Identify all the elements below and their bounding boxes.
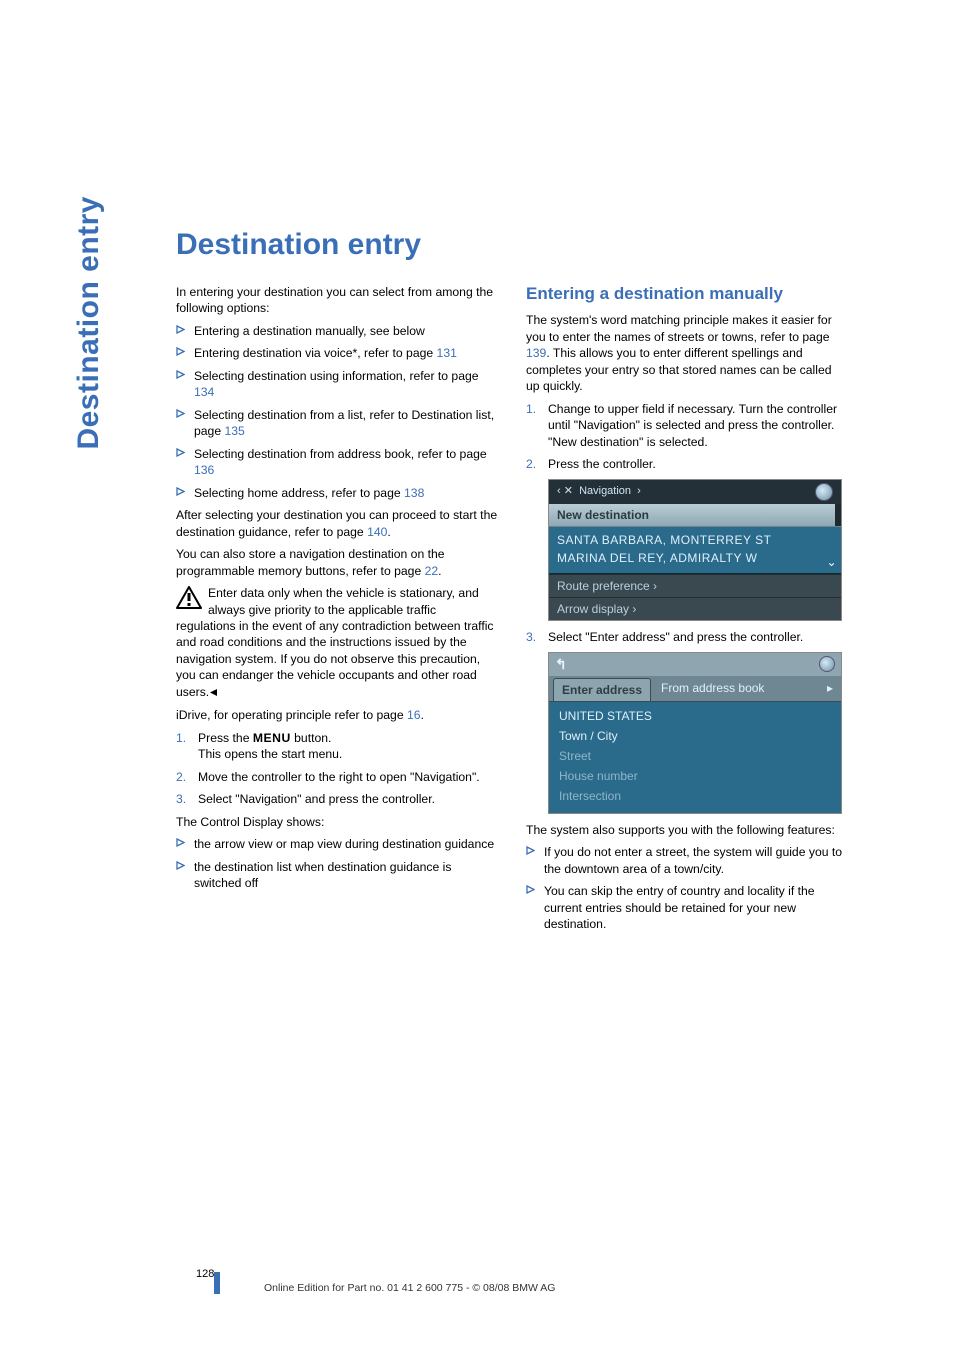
control-display-list: the arrow view or map view during destin… bbox=[176, 836, 498, 891]
list-item: the destination list when destination gu… bbox=[176, 859, 498, 892]
intro-paragraph: In entering your destination you can sel… bbox=[176, 284, 498, 317]
triangle-icon bbox=[176, 838, 185, 847]
end-marker-icon bbox=[209, 685, 218, 701]
page-link[interactable]: 136 bbox=[194, 463, 214, 477]
features-list: If you do not enter a street, the system… bbox=[526, 844, 848, 932]
page-link[interactable]: 135 bbox=[225, 424, 245, 438]
after-paragraph: You can also store a navigation destinat… bbox=[176, 546, 498, 579]
steps-list: 3. Select "Enter address" and press the … bbox=[526, 629, 848, 645]
screenshot-top: ↰ bbox=[549, 653, 841, 676]
side-tab: Destination entry bbox=[72, 196, 106, 466]
navigation-screenshot: ‹ ✕ Navigation › New destination SANTA B… bbox=[548, 479, 842, 622]
page-link[interactable]: 134 bbox=[194, 385, 214, 399]
list-item: Selecting destination from address book,… bbox=[176, 446, 498, 479]
item-text: Entering a destination manually, see bel… bbox=[194, 324, 425, 338]
item-text: Selecting home address, refer to page bbox=[194, 486, 404, 500]
warning-block: Enter data only when the vehicle is stat… bbox=[176, 585, 498, 701]
features-intro: The system also supports you with the fo… bbox=[526, 822, 848, 838]
footer-accent-bar bbox=[214, 1272, 220, 1294]
right-column: Entering a destination manually The syst… bbox=[526, 284, 848, 938]
list-item: If you do not enter a street, the system… bbox=[526, 844, 848, 877]
steps-list: 1. Change to upper field if necessary. T… bbox=[526, 401, 848, 473]
list-item: Selecting destination from a list, refer… bbox=[176, 407, 498, 440]
address-body: UNITED STATES Town / City Street House n… bbox=[549, 702, 841, 813]
triangle-icon bbox=[176, 487, 185, 496]
screenshot-header: ‹ ✕ Navigation › bbox=[549, 480, 841, 504]
cursor-icon: ⌄ bbox=[826, 553, 837, 571]
step-item: 2. Press the controller. bbox=[526, 456, 848, 472]
address-row: House number bbox=[549, 766, 841, 786]
step-item: 3. Select "Enter address" and press the … bbox=[526, 629, 848, 645]
triangle-icon bbox=[526, 846, 535, 855]
compass-icon bbox=[815, 483, 833, 501]
step-item: 3. Select "Navigation" and press the con… bbox=[176, 791, 498, 807]
tab-enter-address: Enter address bbox=[553, 678, 651, 701]
new-destination-row: New destination bbox=[549, 504, 841, 527]
triangle-icon bbox=[176, 325, 185, 334]
back-icon: ↰ bbox=[555, 655, 567, 674]
menu-row: Route preference › bbox=[549, 574, 841, 597]
step-item: 2. Move the controller to the right to o… bbox=[176, 769, 498, 785]
list-item: Selecting home address, refer to page 13… bbox=[176, 485, 498, 501]
steps-list: 1. Press the MENU button. This opens the… bbox=[176, 730, 498, 808]
list-item: Entering destination via voice*, refer t… bbox=[176, 345, 498, 361]
list-item: Entering a destination manually, see bel… bbox=[176, 323, 498, 339]
item-text: Entering destination via voice*, refer t… bbox=[194, 346, 437, 360]
step-number: 2. bbox=[176, 769, 186, 785]
menu-row: Arrow display › bbox=[549, 597, 841, 620]
triangle-icon bbox=[176, 347, 185, 356]
footer-text: Online Edition for Part no. 01 41 2 600 … bbox=[264, 1282, 555, 1294]
page-link[interactable]: 22 bbox=[425, 564, 439, 578]
step-number: 3. bbox=[526, 629, 536, 645]
triangle-icon bbox=[526, 885, 535, 894]
menu-label: MENU bbox=[253, 731, 291, 745]
page-link[interactable]: 16 bbox=[407, 708, 421, 722]
list-item: Selecting destination using information,… bbox=[176, 368, 498, 401]
step-item: 1. Press the MENU button. This opens the… bbox=[176, 730, 498, 763]
tabs-row: Enter address From address book ▸ bbox=[549, 676, 841, 702]
step-item: 1. Change to upper field if necessary. T… bbox=[526, 401, 848, 450]
section-heading: Entering a destination manually bbox=[526, 284, 848, 304]
control-display-label: The Control Display shows: bbox=[176, 814, 498, 830]
page-number: 128 bbox=[196, 1268, 214, 1280]
idrive-paragraph: iDrive, for operating principle refer to… bbox=[176, 707, 498, 723]
options-list: Entering a destination manually, see bel… bbox=[176, 323, 498, 501]
tab-from-address-book: From address book ▸ bbox=[653, 676, 841, 701]
destination-history: SANTA BARBARA, MONTERREY ST MARINA DEL R… bbox=[549, 527, 841, 574]
enter-address-screenshot: ↰ Enter address From address book ▸ UNIT… bbox=[548, 652, 842, 814]
address-row: Intersection bbox=[549, 786, 841, 806]
address-row: Town / City bbox=[549, 726, 841, 746]
step-number: 1. bbox=[526, 401, 536, 417]
address-row: Street bbox=[549, 746, 841, 766]
triangle-icon bbox=[176, 861, 185, 870]
page-link[interactable]: 131 bbox=[437, 346, 457, 360]
list-item: You can skip the entry of country and lo… bbox=[526, 883, 848, 932]
triangle-icon bbox=[176, 370, 185, 379]
left-column: In entering your destination you can sel… bbox=[176, 284, 498, 938]
page-link[interactable]: 139 bbox=[526, 346, 546, 360]
chevron-right-icon: ▸ bbox=[827, 680, 833, 696]
after-paragraph: After selecting your destination you can… bbox=[176, 507, 498, 540]
page-title: Destination entry bbox=[176, 228, 421, 262]
warning-text: Enter data only when the vehicle is stat… bbox=[176, 586, 494, 699]
step-number: 1. bbox=[176, 730, 186, 746]
nav-arrows-icon: ‹ ✕ Navigation › bbox=[557, 484, 641, 499]
compass-icon bbox=[819, 656, 835, 672]
item-text: Selecting destination using information,… bbox=[194, 369, 479, 383]
item-text: Selecting destination from address book,… bbox=[194, 447, 487, 461]
step-number: 2. bbox=[526, 456, 536, 472]
address-row: UNITED STATES bbox=[549, 706, 841, 726]
warning-icon bbox=[176, 586, 202, 610]
page-link[interactable]: 138 bbox=[404, 486, 424, 500]
manual-intro: The system's word matching principle mak… bbox=[526, 312, 848, 394]
list-item: the arrow view or map view during destin… bbox=[176, 836, 498, 852]
triangle-icon bbox=[176, 409, 185, 418]
triangle-icon bbox=[176, 448, 185, 457]
step-number: 3. bbox=[176, 791, 186, 807]
page-link[interactable]: 140 bbox=[367, 525, 387, 539]
